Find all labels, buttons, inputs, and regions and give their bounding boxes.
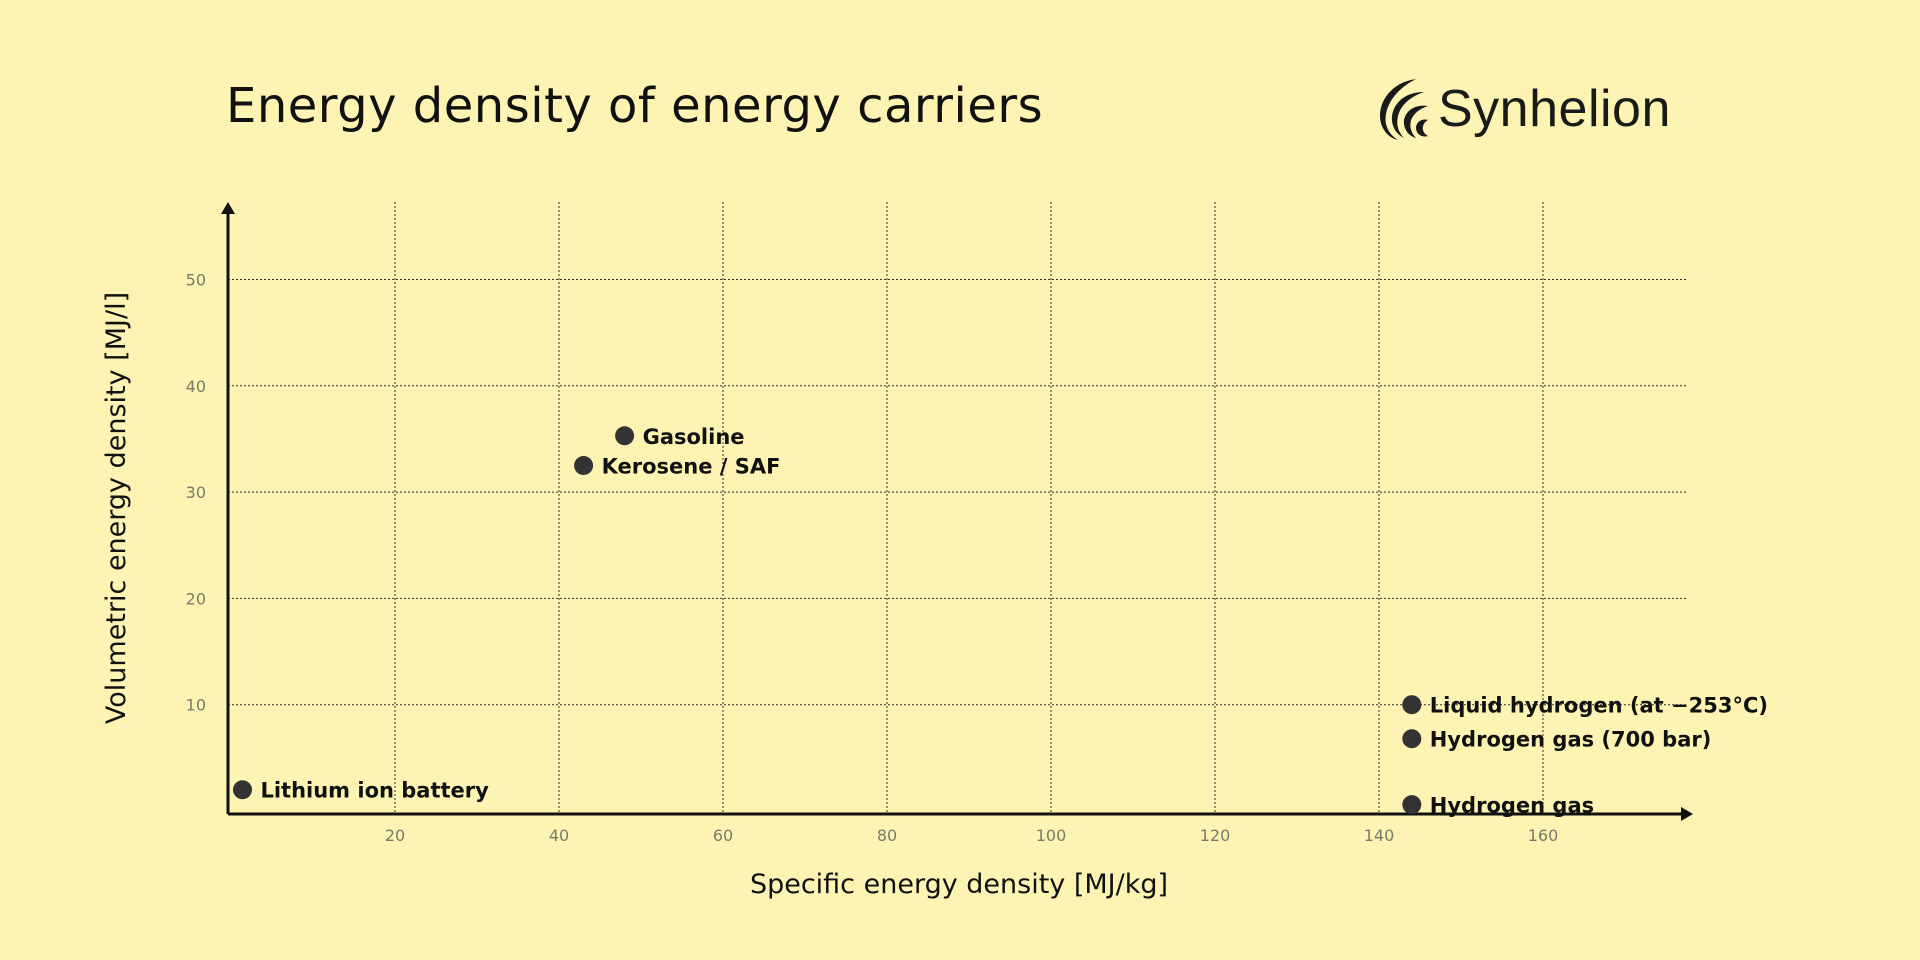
y-tick-label: 50 <box>186 271 206 290</box>
y-axis-arrow-icon <box>221 202 235 214</box>
y-axis-label: Volumetric energy density [MJ/l] <box>101 292 132 724</box>
data-point-label: Lithium ion battery <box>260 779 489 803</box>
data-point-label: Hydrogen gas (700 bar) <box>1430 728 1712 752</box>
x-tick-label: 120 <box>1200 826 1231 845</box>
x-axis-arrow-icon <box>1681 807 1693 821</box>
brand-name: Synhelion <box>1438 80 1671 138</box>
synhelion-logo: Synhelion <box>1376 76 1671 142</box>
y-tick-label: 20 <box>186 589 206 608</box>
x-tick-label: 100 <box>1036 826 1067 845</box>
data-point-label: Gasoline <box>643 425 745 449</box>
data-point <box>1402 695 1422 715</box>
sun-arcs-icon <box>1380 79 1428 140</box>
data-point <box>232 780 252 800</box>
x-tick-label: 60 <box>713 826 733 845</box>
data-point <box>1402 795 1422 815</box>
chart-title: Energy density of energy carriers <box>226 78 1044 134</box>
y-tick-label: 40 <box>186 377 206 396</box>
x-tick-label: 160 <box>1528 826 1559 845</box>
data-point-label: Liquid hydrogen (at −253°C) <box>1430 694 1768 718</box>
x-tick-label: 40 <box>549 826 569 845</box>
x-tick-label: 140 <box>1364 826 1395 845</box>
y-tick-label: 10 <box>186 696 206 715</box>
y-tick-label: 30 <box>186 483 206 502</box>
data-point <box>1402 729 1422 749</box>
data-point-label: Hydrogen gas <box>1430 794 1594 818</box>
x-tick-label: 80 <box>877 826 897 845</box>
x-tick-label: 20 <box>385 826 405 845</box>
data-point <box>615 426 635 446</box>
data-point-label: Kerosene / SAF <box>602 455 781 479</box>
x-axis-label: Specific energy density [MJ/kg] <box>750 869 1168 900</box>
data-point <box>574 456 594 476</box>
